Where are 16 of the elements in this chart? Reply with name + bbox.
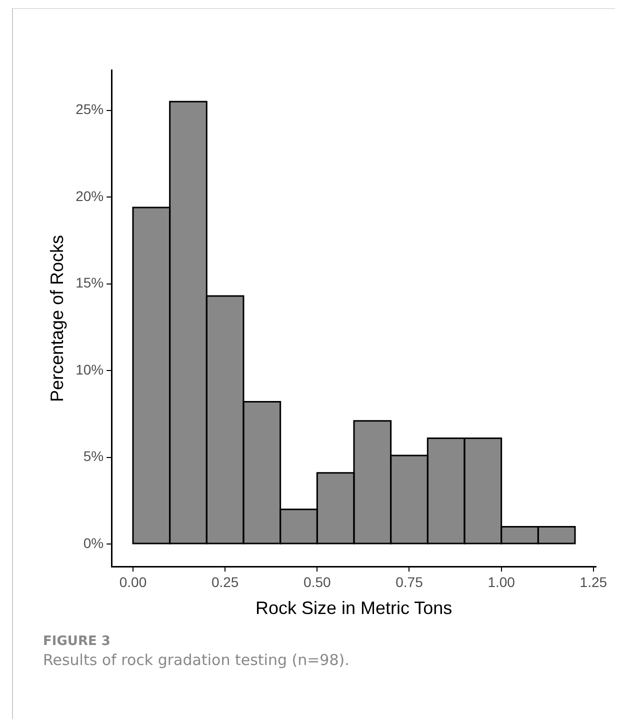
y-tick-label: 25% bbox=[76, 101, 104, 118]
x-tick-label: 0.00 bbox=[119, 574, 147, 590]
caption: FIGURE 3 bbox=[43, 634, 112, 649]
x-tick-label: 1.25 bbox=[580, 574, 608, 590]
y-axis-title: Percentage of Rocks bbox=[46, 234, 67, 402]
y-tick-label: 20% bbox=[76, 188, 104, 204]
x-tick-label: 1.00 bbox=[488, 574, 516, 590]
x-tick-label: 0.50 bbox=[304, 574, 331, 590]
y-tick-label: 10% bbox=[76, 361, 104, 378]
text: Results of rock gradation testing (n=98). bbox=[43, 651, 350, 669]
y-tick-label: 0% bbox=[83, 534, 104, 551]
y-tick-label: 15% bbox=[76, 274, 104, 291]
x-tick-label: 0.25 bbox=[211, 574, 239, 590]
x-tick-label: 0.75 bbox=[396, 574, 424, 590]
y-tick-label: 5% bbox=[83, 448, 104, 464]
x-axis-title: Rock Size in Metric Tons bbox=[255, 598, 452, 618]
